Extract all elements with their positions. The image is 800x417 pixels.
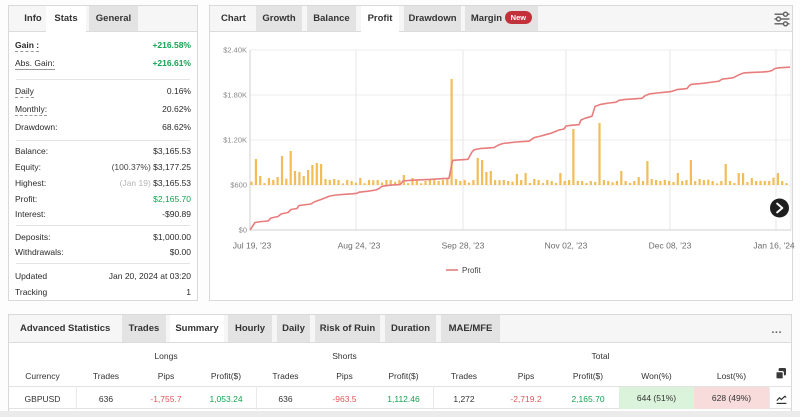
svg-text:Jul 19, '23: Jul 19, '23	[233, 241, 272, 251]
svg-text:$600: $600	[230, 181, 247, 190]
svg-text:Jan 16, '24: Jan 16, '24	[753, 241, 795, 251]
svg-text:Aug 24, '23: Aug 24, '23	[338, 241, 381, 251]
svg-text:Dec 08, '23: Dec 08, '23	[649, 241, 692, 251]
svg-text:Sep 28, '23: Sep 28, '23	[442, 241, 485, 251]
svg-text:$2.40K: $2.40K	[223, 46, 247, 55]
svg-text:$0: $0	[239, 226, 247, 235]
svg-text:$1.20K: $1.20K	[223, 136, 247, 145]
svg-text:$1.80K: $1.80K	[223, 91, 247, 100]
svg-text:Nov 02, '23: Nov 02, '23	[545, 241, 588, 251]
svg-text:Profit: Profit	[462, 266, 481, 275]
